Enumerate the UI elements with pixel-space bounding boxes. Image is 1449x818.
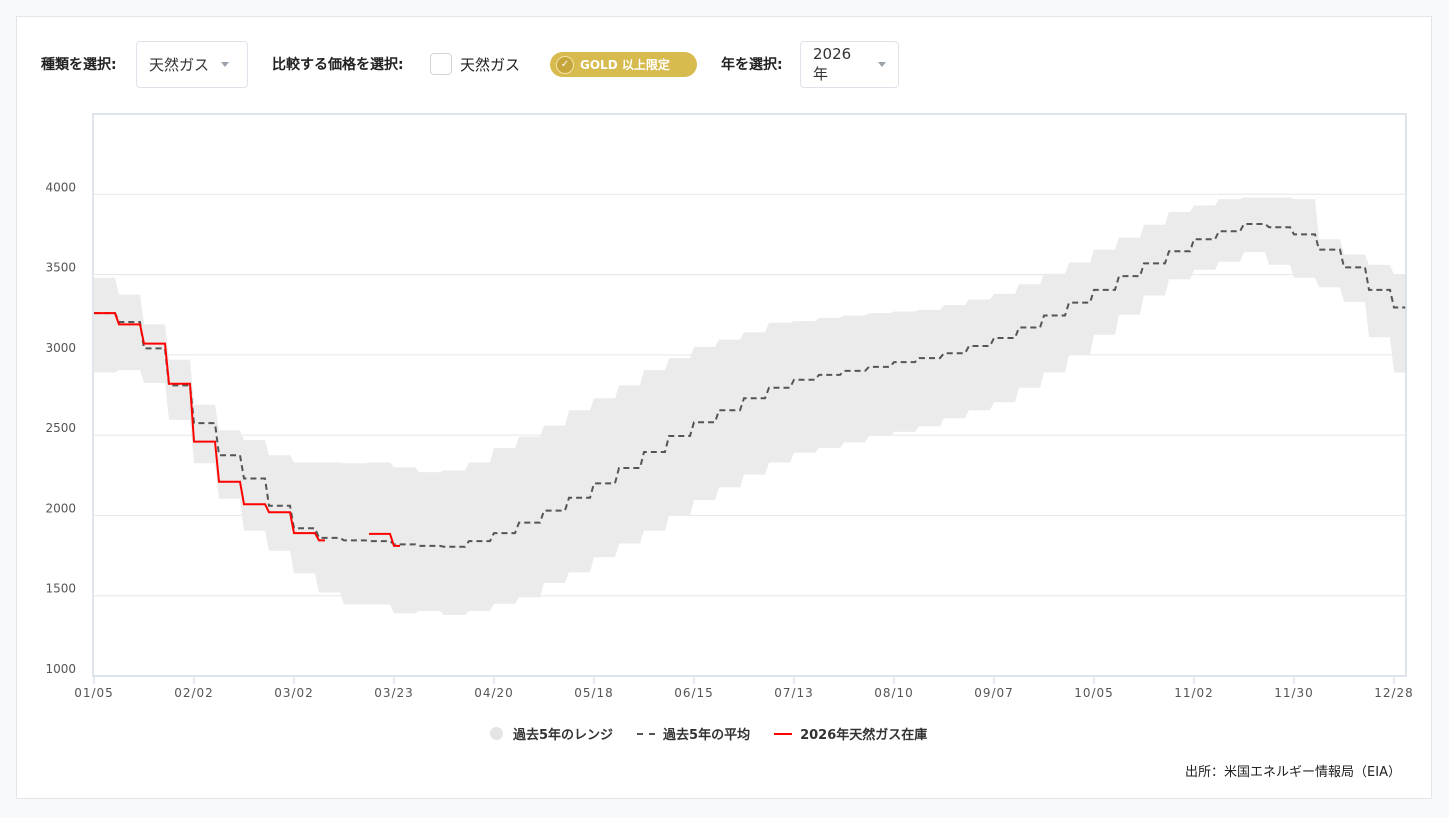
x-tick-label: 08/10	[874, 686, 914, 700]
type-select-value: 天然ガス	[149, 56, 210, 74]
y-tick-label: 1500	[45, 582, 76, 596]
current-year-line	[94, 312, 400, 547]
x-tick-label: 03/23	[374, 686, 414, 700]
x-tick-label: 11/02	[1174, 686, 1214, 700]
x-tick-label: 10/05	[1074, 686, 1114, 700]
compare-option-label[interactable]: 天然ガス	[460, 40, 520, 88]
x-tick-label: 07/13	[774, 686, 814, 700]
x-tick-label: 06/15	[674, 686, 714, 700]
red-line-icon	[774, 732, 793, 735]
year-select[interactable]: 2026年	[800, 41, 899, 88]
compare-label-text: 比較する価格を選択:	[272, 57, 404, 73]
gold-badge-text: GOLD 以上限定	[580, 58, 670, 72]
year-label: 年を選択:	[721, 40, 783, 88]
compare-option-text: 天然ガス	[460, 55, 521, 74]
x-tick-label: 04/20	[474, 686, 514, 700]
y-tick-label: 3500	[45, 261, 76, 275]
x-tick-label: 11/30	[1274, 686, 1314, 700]
x-tick-label: 03/02	[274, 686, 314, 700]
source-note: 出所：米国エネルギー情報局（EIA）	[1185, 765, 1401, 780]
plot-frame	[92, 113, 1407, 677]
legend-average-label: 過去5年の平均	[663, 728, 751, 743]
range-dot-icon	[490, 727, 503, 740]
y-tick-label: 2500	[45, 421, 76, 435]
gold-coin-icon: ✓	[556, 55, 574, 74]
x-tick-label: 09/07	[974, 686, 1014, 700]
y-tick-label: 1000	[45, 662, 76, 676]
range-area	[94, 197, 1406, 615]
type-label-text: 種類を選択:	[41, 57, 117, 73]
type-label: 種類を選択:	[41, 40, 117, 88]
chevron-down-icon	[878, 62, 886, 67]
type-select[interactable]: 天然ガス	[136, 41, 248, 88]
compare-label: 比較する価格を選択:	[272, 40, 404, 88]
legend: 過去5年のレンジ 過去5年の平均 2026年天然ガス在庫	[490, 724, 951, 743]
legend-range[interactable]: 過去5年のレンジ	[490, 724, 613, 743]
legend-average[interactable]: 過去5年の平均	[637, 724, 750, 743]
compare-checkbox[interactable]	[430, 53, 452, 75]
year-select-value: 2026年	[813, 45, 852, 83]
y-tick-label: 3000	[45, 341, 76, 355]
legend-current[interactable]: 2026年天然ガス在庫	[774, 724, 927, 743]
legend-current-label: 2026年天然ガス在庫	[800, 728, 928, 743]
chevron-down-icon	[221, 62, 230, 67]
legend-range-label: 過去5年のレンジ	[513, 728, 614, 743]
x-tick-label: 02/02	[174, 686, 214, 700]
average-line	[94, 222, 1406, 548]
year-label-text: 年を選択:	[721, 57, 783, 73]
gold-badge[interactable]: ✓ GOLD 以上限定	[550, 52, 697, 77]
y-tick-label: 2000	[45, 501, 76, 515]
x-tick-label: 12/28	[1374, 686, 1414, 700]
y-tick-label: 4000	[45, 180, 76, 194]
x-tick-label: 05/18	[574, 686, 614, 700]
x-tick-label: 01/05	[74, 686, 114, 700]
dashed-line-icon	[637, 732, 656, 735]
